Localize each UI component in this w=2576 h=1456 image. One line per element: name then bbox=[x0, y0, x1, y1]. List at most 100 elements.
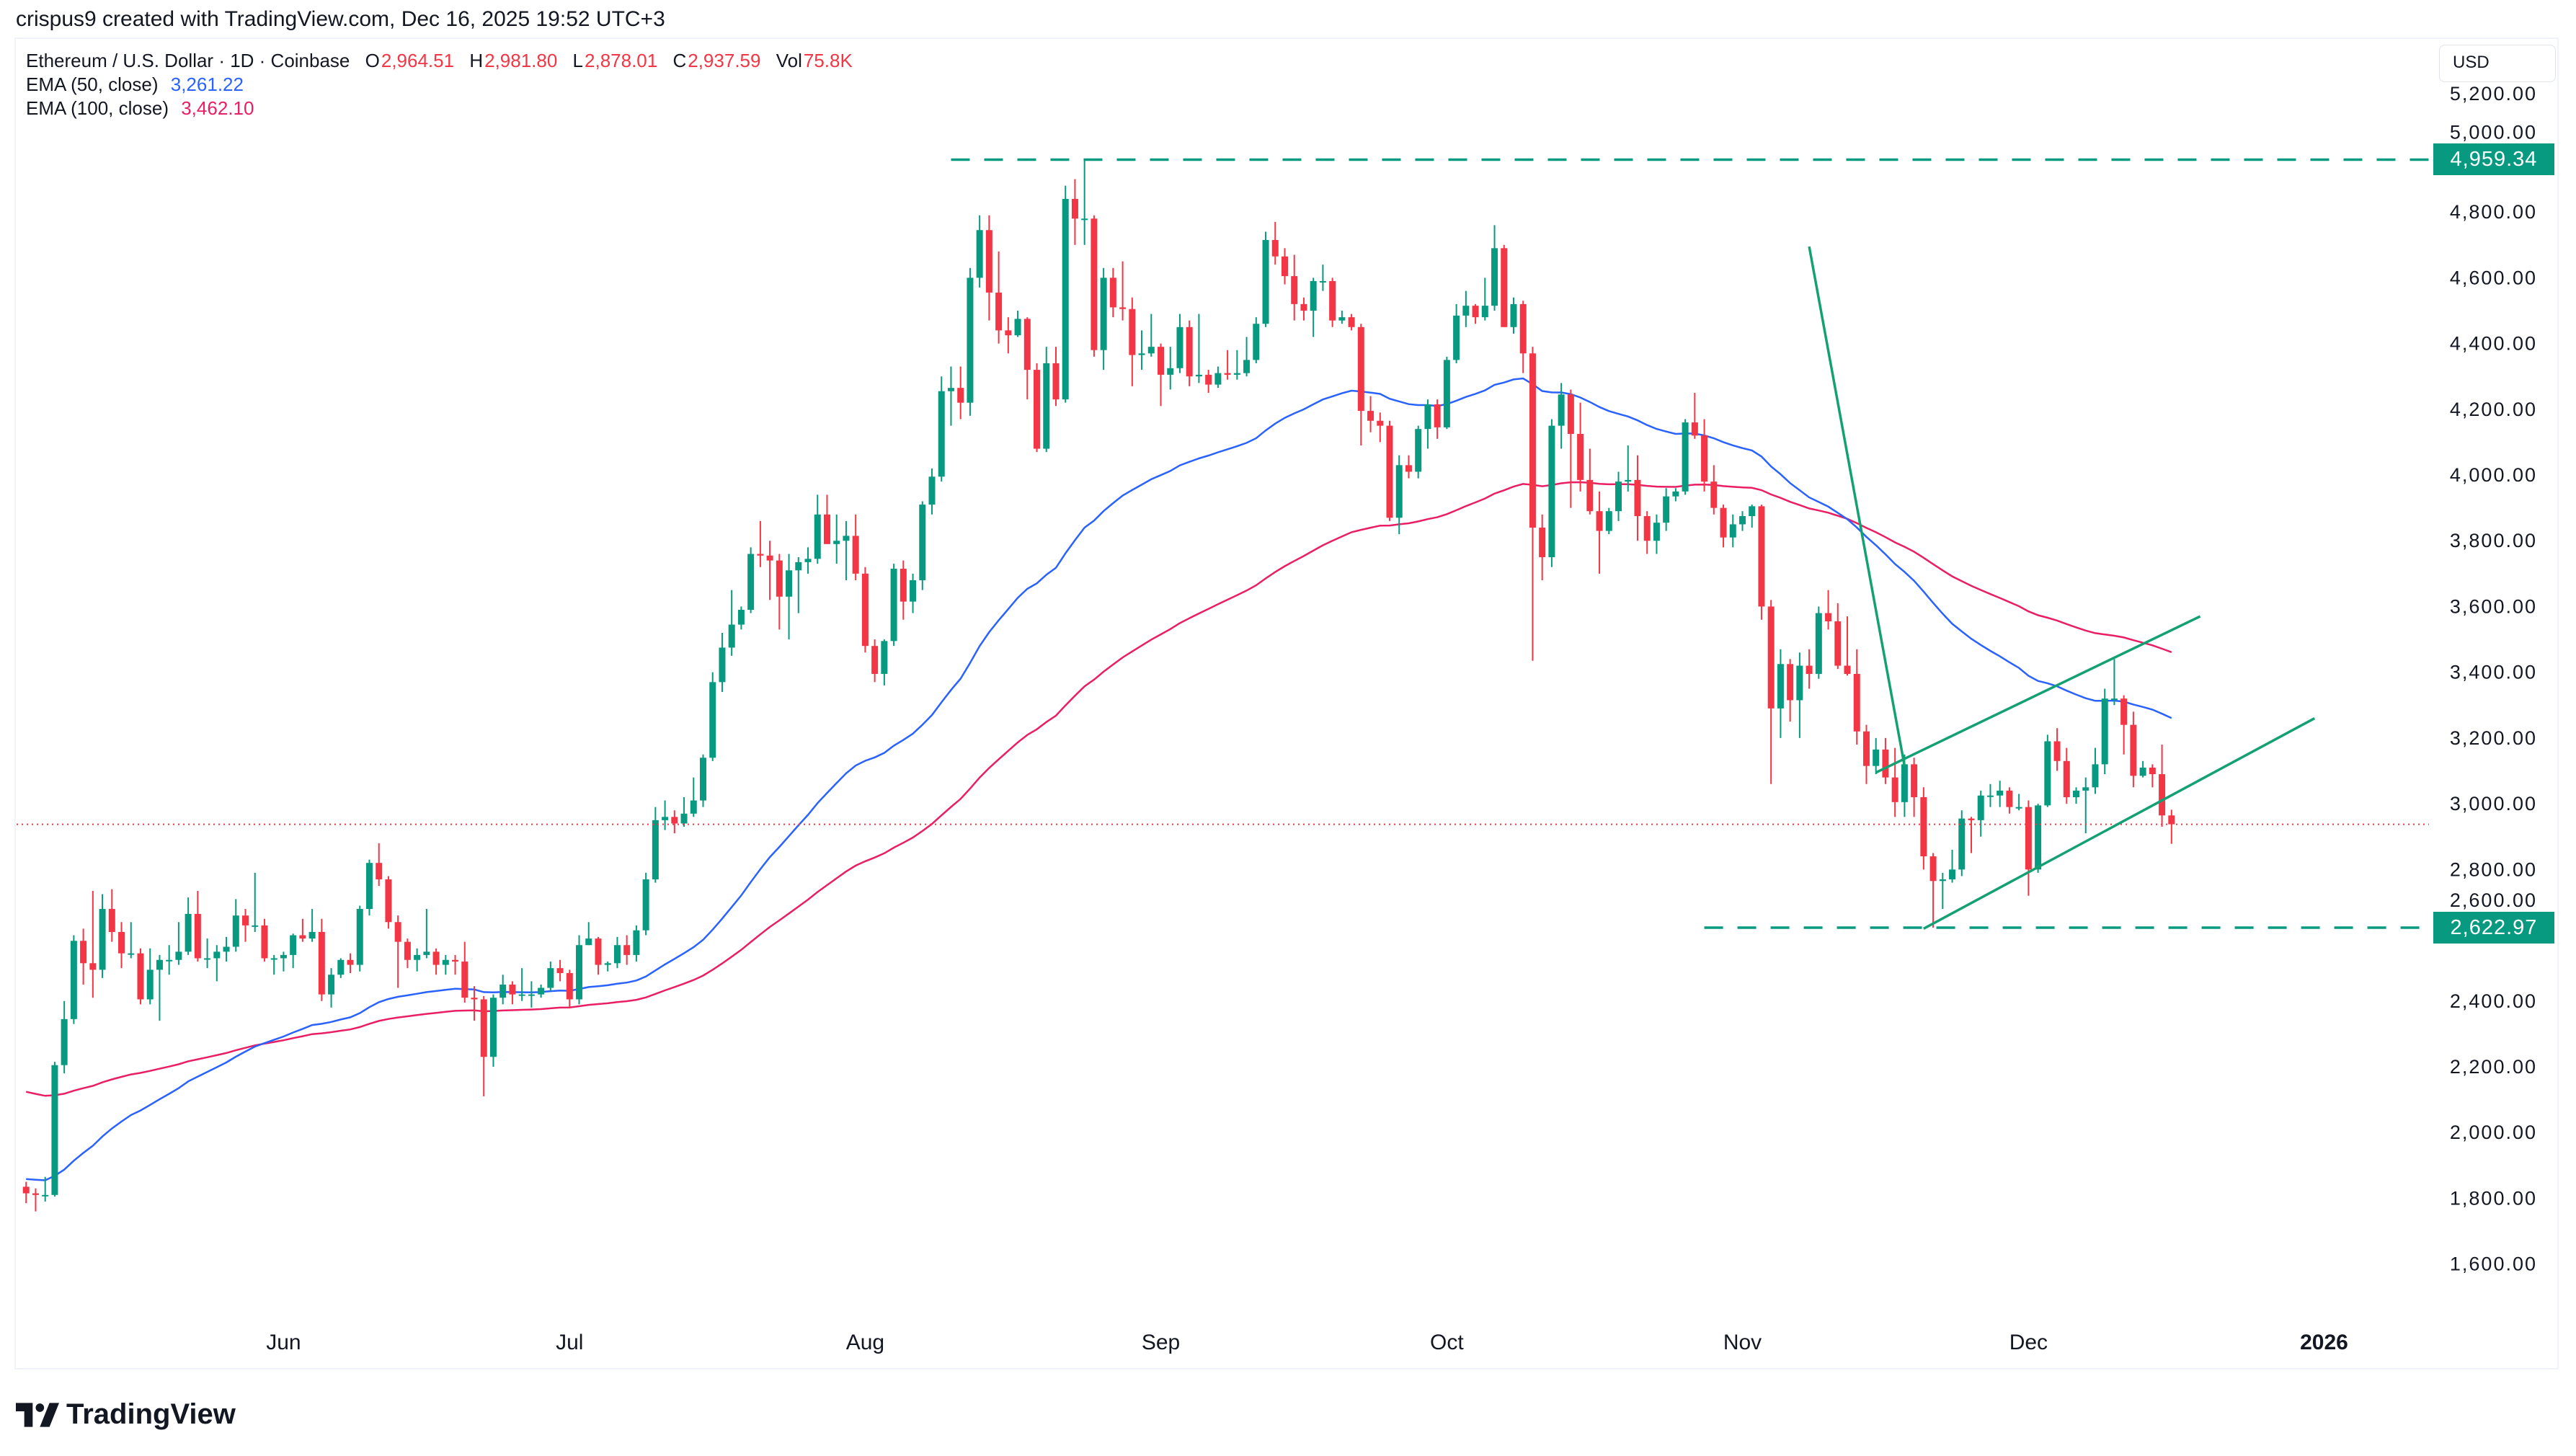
candle-body bbox=[2044, 741, 2051, 806]
tradingview-logo-icon bbox=[16, 1402, 59, 1427]
candle-body bbox=[442, 959, 449, 965]
candle bbox=[1949, 849, 1956, 883]
candle-body bbox=[538, 987, 545, 995]
candle bbox=[804, 547, 812, 574]
high-label: H bbox=[469, 50, 484, 71]
symbol-title[interactable]: Ethereum / U.S. Dollar · 1D · Coinbase bbox=[26, 50, 350, 71]
price-tick-label: 4,000.00 bbox=[2450, 464, 2537, 486]
candle bbox=[480, 995, 487, 1097]
candle bbox=[595, 936, 602, 975]
candles bbox=[22, 159, 2175, 1212]
candle-body bbox=[585, 938, 592, 946]
candle bbox=[1357, 324, 1364, 445]
candle-body bbox=[328, 975, 335, 995]
candle-body bbox=[1233, 373, 1240, 375]
candle bbox=[509, 981, 516, 1005]
candle-body bbox=[1357, 327, 1364, 412]
candle bbox=[318, 918, 325, 1001]
candle-body bbox=[1653, 523, 1660, 541]
candle-body bbox=[1291, 276, 1298, 304]
candle-body bbox=[1577, 434, 1584, 480]
candle-body bbox=[1605, 511, 1612, 531]
candle bbox=[947, 366, 954, 426]
tradingview-logo[interactable]: TradingView bbox=[16, 1398, 236, 1431]
candle bbox=[1519, 301, 1527, 373]
candle bbox=[137, 948, 144, 1005]
candle bbox=[299, 918, 306, 942]
candle bbox=[1453, 303, 1460, 363]
candle bbox=[709, 672, 716, 761]
candle bbox=[1472, 303, 1479, 324]
candle bbox=[1672, 488, 1679, 502]
candle bbox=[1605, 507, 1612, 535]
candle bbox=[290, 933, 297, 969]
candle-body bbox=[1586, 479, 1594, 512]
candle-body bbox=[1663, 496, 1670, 523]
candle bbox=[690, 777, 697, 817]
candle-body bbox=[432, 951, 440, 965]
candle bbox=[1758, 505, 1765, 620]
candle-body bbox=[1939, 879, 1946, 882]
candle-body bbox=[1720, 507, 1727, 538]
candle bbox=[776, 554, 783, 630]
candle bbox=[814, 494, 821, 564]
candle bbox=[2035, 804, 2042, 873]
candle bbox=[1091, 215, 1098, 357]
candle bbox=[642, 872, 649, 936]
candle bbox=[1348, 314, 1355, 331]
candle bbox=[213, 945, 221, 982]
candle-body bbox=[2082, 787, 2089, 791]
candle bbox=[585, 922, 592, 946]
candle bbox=[528, 981, 535, 1008]
candle bbox=[1147, 314, 1155, 357]
candle bbox=[1100, 267, 1107, 370]
candle-body bbox=[1986, 795, 1994, 797]
candle bbox=[518, 968, 525, 1001]
candle bbox=[1481, 278, 1488, 321]
candle-body bbox=[1672, 491, 1679, 497]
candle-body bbox=[1834, 621, 1842, 666]
legend-ema50-row[interactable]: EMA (50, close) 3,261.22 bbox=[26, 73, 853, 97]
candle bbox=[2120, 695, 2128, 755]
candle-body bbox=[1395, 465, 1403, 518]
candle bbox=[128, 922, 135, 959]
price-axis[interactable]: 5,200.00 5,000.00 4,800.00 4,600.00 4,400.00… bbox=[2429, 41, 2557, 1366]
candle bbox=[2073, 787, 2080, 804]
candle bbox=[1186, 320, 1193, 386]
candle bbox=[1939, 872, 1946, 910]
candle bbox=[747, 547, 755, 613]
candle bbox=[1796, 652, 1803, 738]
candle-body bbox=[1796, 665, 1803, 701]
candle bbox=[1911, 758, 1918, 817]
candle bbox=[1767, 600, 1775, 784]
candle bbox=[957, 366, 964, 420]
drawings[interactable] bbox=[17, 158, 2429, 930]
currency-button[interactable]: USD bbox=[2439, 45, 2556, 82]
candle-body bbox=[1281, 256, 1288, 277]
candle-body bbox=[881, 641, 888, 674]
candle-body bbox=[1415, 429, 1422, 472]
candle-body bbox=[1634, 479, 1641, 517]
candle bbox=[1539, 514, 1546, 580]
candle bbox=[423, 909, 430, 959]
candle-body bbox=[232, 915, 239, 947]
time-axis[interactable]: Jun Jul Aug Sep Oct Nov Dec 2026 bbox=[266, 1331, 2348, 1354]
candle-body bbox=[156, 959, 163, 970]
candle bbox=[1920, 787, 1927, 870]
legend-ema100-row[interactable]: EMA (100, close) 3,462.10 bbox=[26, 97, 853, 120]
candle-body bbox=[318, 931, 325, 995]
candle-body bbox=[1558, 394, 1565, 426]
candle bbox=[1891, 747, 1898, 817]
candle bbox=[365, 859, 373, 916]
candle bbox=[32, 1188, 39, 1212]
candle bbox=[1510, 297, 1517, 334]
candle bbox=[347, 953, 354, 973]
candle-body bbox=[204, 958, 211, 960]
candle-body bbox=[985, 230, 992, 293]
candle-body bbox=[2101, 698, 2108, 765]
price-tick-label: 5,200.00 bbox=[2450, 83, 2537, 105]
candle-body bbox=[146, 969, 154, 1000]
candle bbox=[1281, 248, 1288, 285]
close-label: C bbox=[672, 50, 687, 71]
